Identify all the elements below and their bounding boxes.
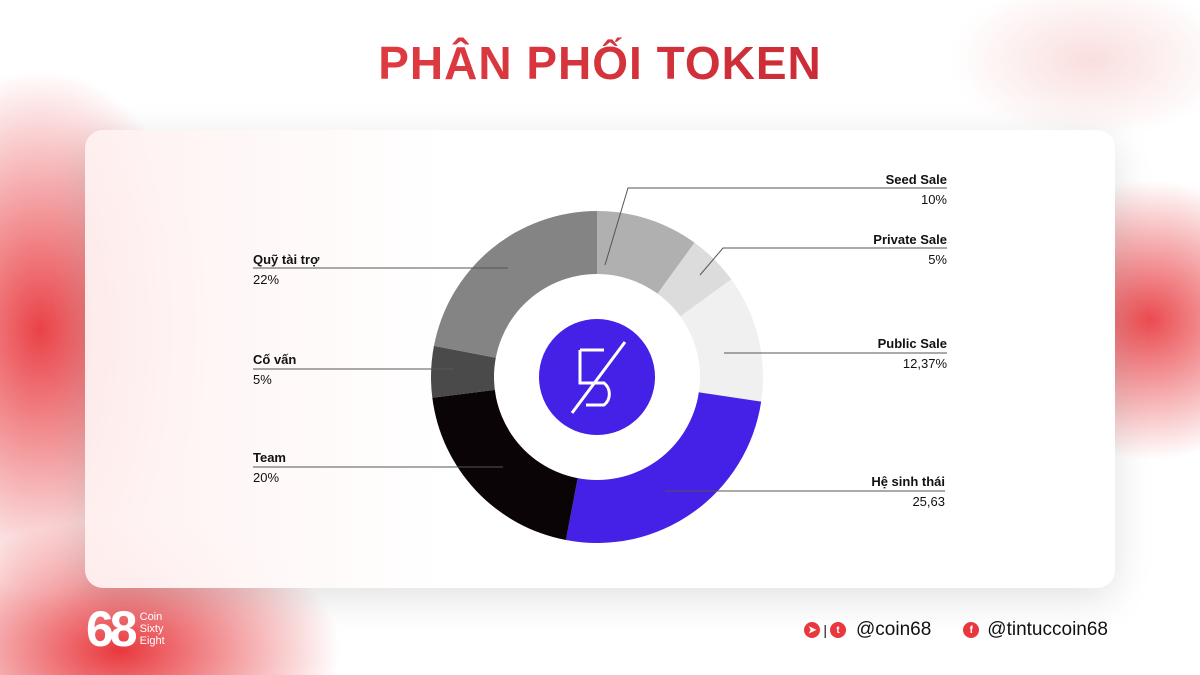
twitter-icon[interactable]: t — [830, 622, 847, 638]
social-links: ➤ | t @coin68 f @tintuccoin68 — [804, 619, 1108, 641]
slice-label: Quỹ tài trợ 22% — [253, 250, 319, 290]
slice-label: Private Sale 5% — [873, 230, 947, 270]
slice-name: Cố vấn — [253, 352, 297, 367]
slice-name: Public Sale — [877, 336, 947, 351]
page-title: PHÂN PHỐI TOKEN — [0, 36, 1200, 90]
slice-label: Public Sale 12,37% — [878, 334, 947, 374]
slice-value: 10% — [920, 192, 947, 207]
logo-text-line: Eight — [139, 635, 165, 647]
slice-label: Cố vấn 5% — [253, 350, 296, 390]
slice-value: 25,63 — [912, 494, 945, 509]
facebook-handle[interactable]: @tintuccoin68 — [987, 619, 1108, 640]
divider: | — [823, 622, 828, 638]
slice-value: 20% — [253, 470, 280, 485]
slice-value: 5% — [253, 372, 272, 387]
slice-name: Private Sale — [873, 232, 947, 247]
facebook-icon[interactable]: f — [963, 622, 980, 638]
slice-label: Hệ sinh thái 25,63 — [871, 472, 945, 512]
slice-label: Seed Sale 10% — [886, 170, 947, 210]
telegram-twitter-handle[interactable]: @coin68 — [856, 619, 932, 640]
slice-name: Team — [253, 450, 286, 465]
logo-text-line: Coin — [139, 611, 163, 623]
coin68-logo: 68 Coin Sixty Eight — [86, 604, 165, 654]
band-logo-glyph — [570, 341, 627, 414]
logo-mark: 68 — [86, 601, 138, 657]
leader-line — [604, 187, 947, 266]
slice-label: Team 20% — [253, 448, 286, 488]
logo-text-line: Sixty — [139, 623, 164, 635]
slice-value: 12,37% — [902, 356, 947, 371]
slice-value: 22% — [253, 272, 280, 287]
slice-name: Hệ sinh thái — [871, 474, 945, 489]
slice-name: Seed Sale — [885, 172, 947, 187]
slice-name: Quỹ tài trợ — [253, 252, 320, 267]
slice-value: 5% — [928, 252, 947, 267]
leader-line — [699, 247, 947, 276]
band-protocol-logo — [539, 319, 655, 435]
telegram-icon[interactable]: ➤ — [804, 622, 821, 638]
